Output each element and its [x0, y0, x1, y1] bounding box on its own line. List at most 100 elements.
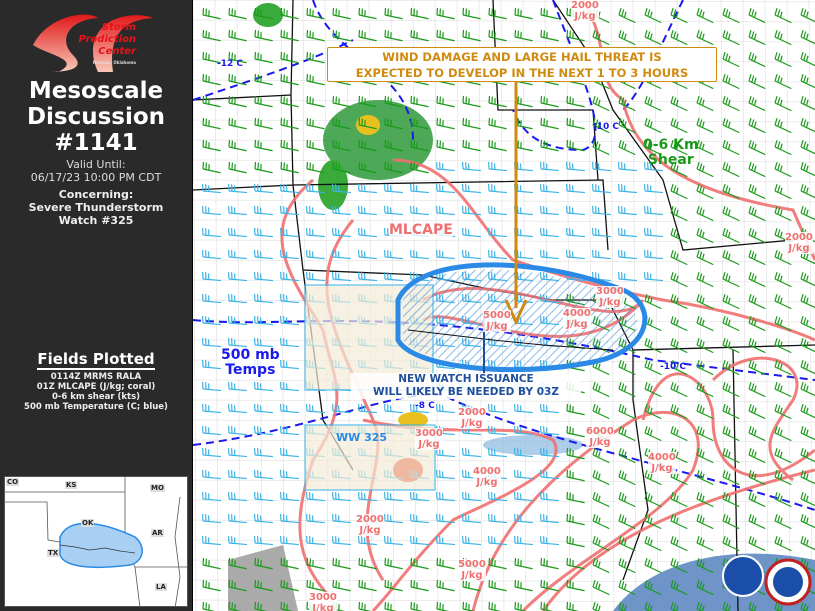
wind-barb — [670, 404, 688, 420]
wind-barb — [592, 448, 610, 464]
wind-barb — [618, 536, 636, 552]
wind-barb — [800, 140, 815, 156]
wind-barb — [358, 183, 377, 194]
shear-label: 0-6 Km Shear — [643, 137, 699, 169]
wind-barb — [202, 513, 221, 524]
wind-barb — [644, 140, 662, 156]
wind-barb — [436, 95, 455, 108]
wind-barb — [436, 469, 455, 480]
wind-barb — [436, 29, 455, 42]
wind-barb — [202, 29, 221, 42]
wind-barb — [254, 337, 273, 348]
wind-barb — [800, 492, 815, 508]
wind-barb — [202, 315, 221, 326]
wind-barb — [566, 513, 585, 526]
wind-barb — [592, 118, 610, 134]
wind-barb — [280, 293, 299, 304]
fields-heading: Fields Plotted — [37, 350, 155, 370]
wind-barb — [280, 51, 299, 64]
wind-barb — [462, 513, 481, 524]
cape-label: 5000 J/kg — [483, 310, 511, 332]
wind-barb — [306, 29, 325, 42]
wind-barb — [592, 602, 610, 611]
wind-barb — [748, 228, 766, 244]
wind-barb — [696, 536, 714, 552]
wind-barb — [228, 403, 247, 414]
wind-barb — [488, 249, 507, 260]
wind-barb — [332, 513, 351, 524]
wind-barb — [462, 491, 481, 502]
temp-label: -8 C — [415, 401, 435, 411]
wind-barb — [800, 294, 815, 310]
wind-barb — [748, 96, 766, 112]
wind-barb — [514, 7, 533, 20]
wind-barb — [254, 557, 273, 570]
wind-barb — [540, 29, 559, 42]
wind-barb — [696, 140, 714, 156]
wind-barb — [800, 52, 815, 68]
wind-barb — [332, 161, 351, 174]
wind-barb — [722, 316, 740, 332]
wind-barb — [384, 117, 403, 130]
wind-barb — [748, 294, 766, 310]
wind-barb — [566, 95, 585, 108]
wind-barb — [644, 382, 662, 398]
wind-barb — [488, 491, 507, 502]
wind-barb — [462, 205, 481, 216]
threat-banner: WIND DAMAGE AND LARGE HAIL THREAT IS EXP… — [327, 47, 717, 82]
wind-barb — [644, 558, 662, 574]
wind-barb — [228, 95, 247, 108]
wind-barb — [254, 403, 273, 414]
wind-barb — [748, 514, 766, 530]
wind-barb — [618, 558, 636, 574]
wind-barb — [722, 140, 740, 156]
wind-barb — [748, 470, 766, 486]
wind-barb — [228, 469, 247, 480]
wind-barb — [540, 469, 559, 480]
wind-barb — [280, 491, 299, 502]
wind-barb — [748, 382, 766, 398]
wind-barb — [280, 95, 299, 108]
wind-barb — [566, 139, 585, 152]
wind-barb — [280, 579, 299, 592]
wind-barb — [722, 96, 740, 112]
wind-barb — [358, 95, 377, 108]
wind-barb — [384, 95, 403, 108]
wind-barb — [644, 96, 662, 112]
wind-barb — [280, 183, 299, 194]
wind-barb — [306, 579, 325, 592]
wind-barb — [384, 403, 403, 414]
wind-barb — [722, 404, 740, 420]
cape-label: 2000 J/kg — [356, 514, 384, 536]
wind-barb — [410, 491, 429, 502]
temp-label: -10 C — [660, 362, 686, 372]
wind-barb — [202, 117, 221, 130]
md-area-shape — [59, 522, 143, 569]
wind-barb — [566, 403, 585, 416]
wind-barb — [228, 579, 247, 592]
wind-barb — [540, 95, 559, 108]
wind-barb — [566, 227, 585, 238]
wind-barb — [722, 30, 740, 46]
wind-barb — [722, 206, 740, 222]
wind-barb — [384, 513, 403, 524]
wind-barb — [384, 271, 403, 282]
wind-barb — [436, 7, 455, 20]
wind-barb — [774, 96, 792, 112]
info-panel: Storm Prediction Center Norman, Oklahoma… — [0, 0, 192, 611]
wind-barb — [514, 447, 533, 458]
wind-barb — [618, 118, 636, 134]
new-watch-callout: NEW WATCH ISSUANCE WILL LIKELY BE NEEDED… — [351, 373, 581, 399]
wind-barb — [384, 29, 403, 42]
wind-barb — [670, 30, 688, 46]
wind-barb — [774, 492, 792, 508]
spc-swoosh-icon — [33, 14, 153, 73]
wind-barb — [566, 161, 585, 172]
wind-barb — [800, 536, 815, 552]
wind-barb — [670, 338, 688, 354]
wind-barb — [696, 514, 714, 530]
wind-barb — [644, 338, 662, 354]
wind-barb — [358, 271, 377, 282]
wind-barb — [644, 360, 662, 376]
wind-barb — [202, 51, 221, 64]
